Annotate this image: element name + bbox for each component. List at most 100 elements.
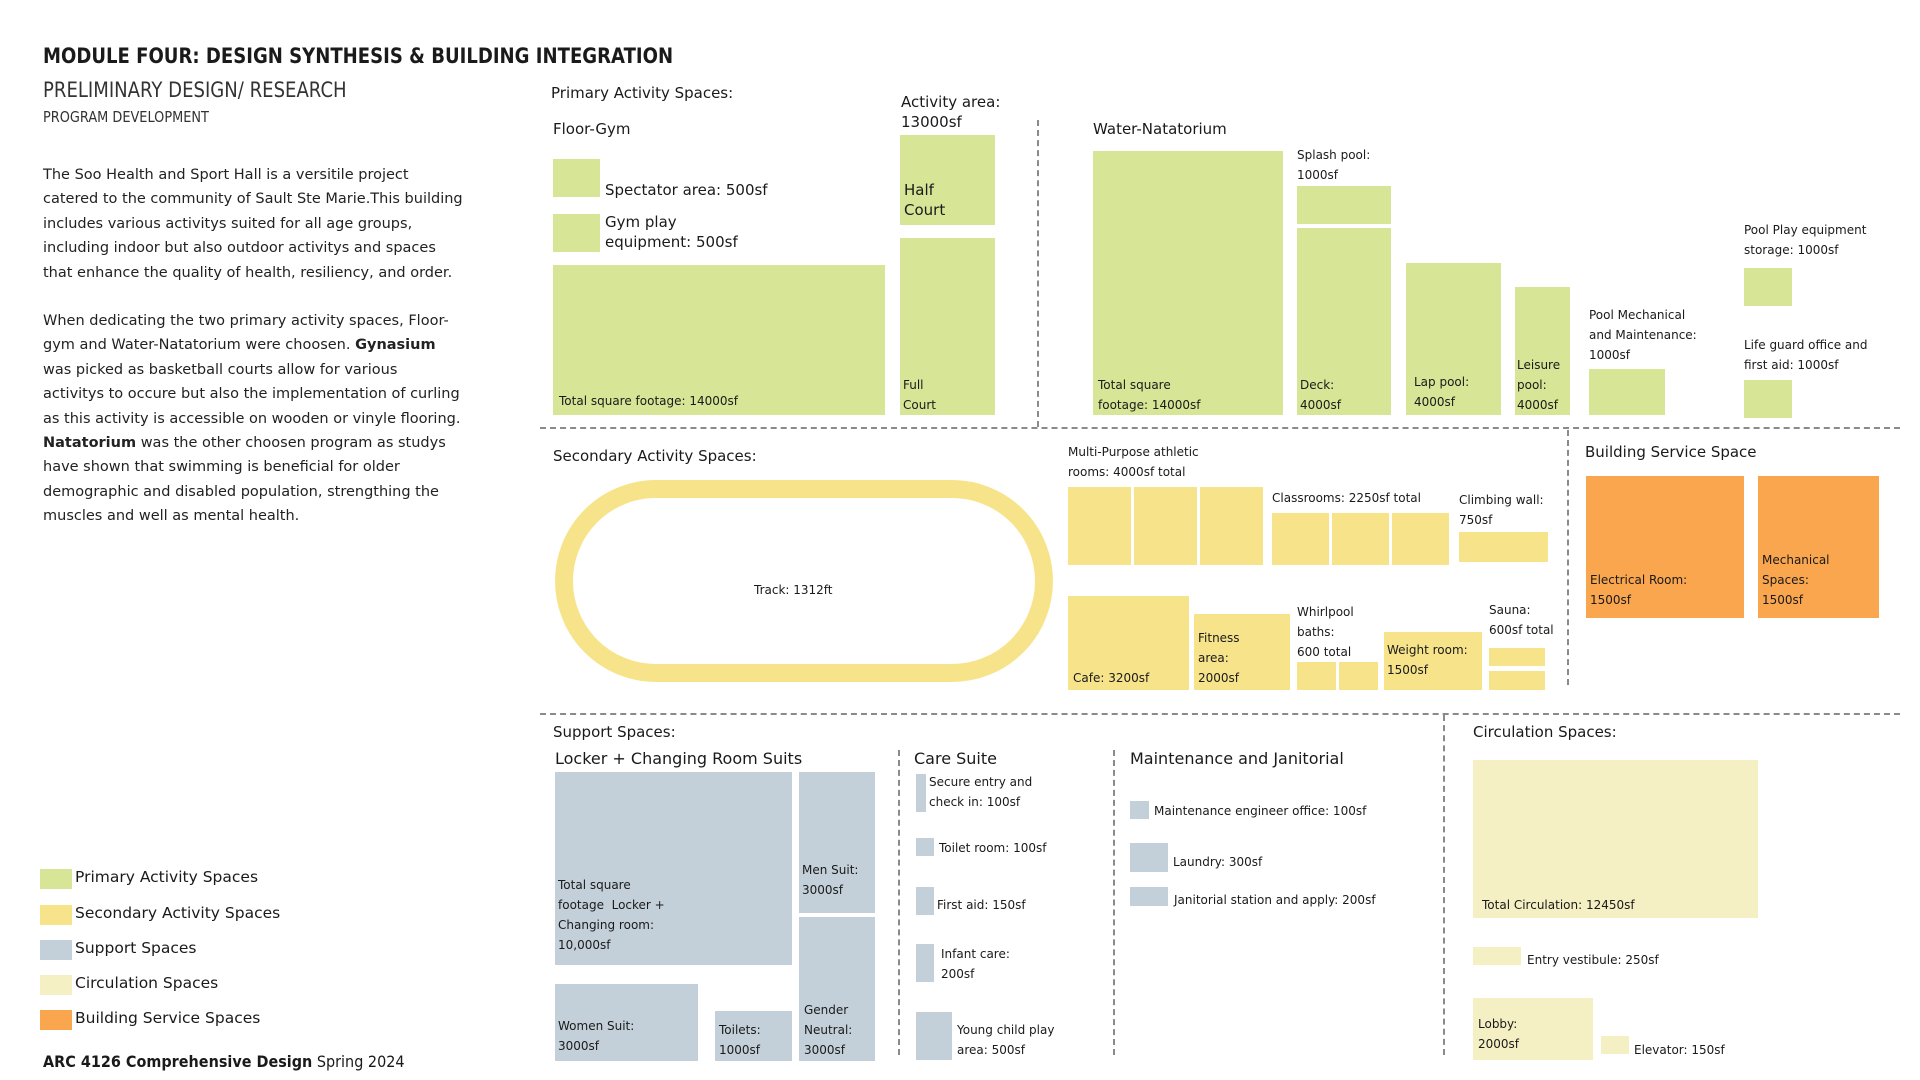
elevator-label: Elevator: 150sf [1634, 1043, 1725, 1057]
janitorial-block [1130, 887, 1168, 906]
activity-area-label: Activity area: 13000sf [901, 93, 1001, 131]
lifeguard-label: Life guard office and first aid: 1000sf [1744, 338, 1868, 372]
multi-purpose-room-2 [1134, 487, 1197, 565]
gym-total-block [553, 265, 885, 415]
deck-label: Deck: 4000sf [1300, 378, 1342, 412]
laundry-block [1130, 843, 1168, 872]
cafe-block [1068, 596, 1189, 690]
deck-block [1297, 228, 1391, 415]
lobby-label: Lobby: 2000sf [1478, 1017, 1520, 1051]
divider-locker-care [898, 750, 900, 1055]
gym-total-label: Total square footage: 14000sf [559, 394, 739, 408]
full-court-label: Full Court [903, 378, 936, 412]
men-suit-block [799, 772, 875, 913]
splash-pool-label: Splash pool: 1000sf [1297, 148, 1371, 182]
full-court-block [900, 238, 995, 415]
footer: ARC 4126 Comprehensive Design Spring 202… [43, 1052, 445, 1071]
section-text: PROGRAM DEVELOPMENT [43, 108, 209, 126]
whirlpool-bath-1 [1297, 662, 1336, 690]
floor-gym-heading: Floor-Gym [553, 120, 631, 138]
classroom-3 [1392, 513, 1449, 565]
first-aid-block [916, 887, 934, 915]
pool-mechanical-label: Pool Mechanical and Maintenance: 1000sf [1589, 308, 1697, 362]
intro-text: The Soo Health and Sport Hall is a versi… [43, 163, 463, 553]
page-title: MODULE FOUR: DESIGN SYNTHESIS & BUILDING… [43, 44, 776, 68]
half-court-block [900, 135, 995, 225]
spectator-area-block [553, 159, 600, 197]
electrical-room-block [1586, 476, 1744, 618]
toilet-room-block [916, 838, 934, 856]
legend-support: Support Spaces [75, 939, 197, 957]
track-label: Track: 1312ft [754, 583, 833, 597]
divider-support-circulation [1443, 715, 1445, 1055]
gender-neutral-label: Gender Neutral: 3000sf [804, 1003, 853, 1057]
classroom-1 [1272, 513, 1329, 565]
legend-swatch-circulation [40, 975, 72, 995]
splash-pool-block [1297, 186, 1391, 224]
locker-total-label: Total square footage Locker + Changing r… [558, 878, 665, 952]
divider-primary-secondary [540, 427, 1900, 429]
sauna-label: Sauna: 600sf total [1489, 603, 1554, 637]
service-heading: Building Service Space [1585, 443, 1757, 461]
gender-neutral-block [799, 917, 875, 1061]
electrical-room-label: Electrical Room: 1500sf [1590, 573, 1688, 607]
footer-course: ARC 4126 Comprehensive Design [43, 1052, 313, 1071]
intro-p2-c: was the other choosen program as studys … [43, 435, 446, 525]
intro-p2-a: When dedicating the two primary activity… [43, 313, 449, 354]
water-natatorium-heading: Water-Natatorium [1093, 120, 1227, 138]
divider-gym-natatorium [1037, 120, 1039, 427]
intro-paragraph-2: When dedicating the two primary activity… [43, 309, 463, 529]
locker-heading: Locker + Changing Room Suits [555, 749, 803, 768]
infant-care-label: Infant care: 200sf [941, 947, 1010, 981]
lap-pool-label: Lap pool: 4000sf [1414, 375, 1470, 409]
legend-swatch-service [40, 1010, 72, 1030]
entry-vestibule-block [1473, 947, 1521, 965]
classrooms-label: Classrooms: 2250sf total [1272, 491, 1421, 505]
women-suit-block [555, 984, 698, 1061]
lobby-block [1473, 998, 1593, 1060]
climbing-wall-block [1459, 532, 1548, 562]
footer-term: Spring 2024 [312, 1052, 405, 1071]
weight-room-label: Weight room: 1500sf [1387, 643, 1468, 677]
toilet-room-label: Toilet room: 100sf [939, 841, 1047, 855]
women-suit-label: Women Suit: 3000sf [558, 1019, 635, 1053]
page-section: PROGRAM DEVELOPMENT [43, 108, 236, 126]
mechanical-spaces-label: Mechanical Spaces: 1500sf [1762, 553, 1830, 607]
circulation-total-block [1473, 760, 1758, 918]
fitness-label: Fitness area: 2000sf [1198, 631, 1240, 685]
classroom-2 [1332, 513, 1389, 565]
lifeguard-block [1744, 380, 1792, 418]
secure-entry-label: Secure entry and check in: 100sf [929, 775, 1033, 809]
mechanical-spaces-block [1758, 476, 1879, 618]
intro-paragraph-1: The Soo Health and Sport Hall is a versi… [43, 167, 463, 281]
multi-purpose-room-1 [1068, 487, 1131, 565]
circulation-total-label: Total Circulation: 12450sf [1482, 898, 1635, 912]
intro-p2-b: was picked as basketball courts allow fo… [43, 361, 461, 427]
subtitle-text: PRELIMINARY DESIGN/ RESEARCH [43, 78, 347, 102]
first-aid-label: First aid: 150sf [937, 898, 1026, 912]
primary-heading: Primary Activity Spaces: [551, 84, 734, 102]
whirlpool-bath-2 [1339, 662, 1378, 690]
legend-swatch-support [40, 940, 72, 960]
whirlpool-label: Whirlpool baths: 600 total [1297, 605, 1354, 659]
young-child-block [916, 1012, 952, 1060]
page-subtitle: PRELIMINARY DESIGN/ RESEARCH [43, 78, 396, 102]
toilets-block [715, 1011, 792, 1061]
pool-play-label: Pool Play equipment storage: 1000sf [1744, 223, 1867, 257]
sauna-2 [1489, 671, 1545, 690]
sauna-1 [1489, 648, 1545, 666]
legend-secondary: Secondary Activity Spaces [75, 904, 281, 922]
laundry-label: Laundry: 300sf [1173, 855, 1263, 869]
maintenance-office-block [1130, 801, 1149, 819]
men-suit-label: Men Suit: 3000sf [802, 863, 859, 897]
weight-room-block [1384, 632, 1482, 690]
leisure-pool-label: Leisure pool: 4000sf [1517, 358, 1561, 412]
divider-secondary-support [540, 713, 1900, 715]
climbing-wall-label: Climbing wall: 750sf [1459, 493, 1544, 527]
multi-purpose-label: Multi-Purpose athletic rooms: 4000sf tot… [1068, 445, 1199, 479]
pool-mechanical-block [1589, 369, 1665, 415]
intro-natatorium: Natatorium [43, 435, 137, 452]
natatorium-total-block [1093, 151, 1283, 415]
natatorium-total-label: Total square footage: 14000sf [1098, 378, 1201, 412]
lap-pool-block [1406, 263, 1501, 415]
